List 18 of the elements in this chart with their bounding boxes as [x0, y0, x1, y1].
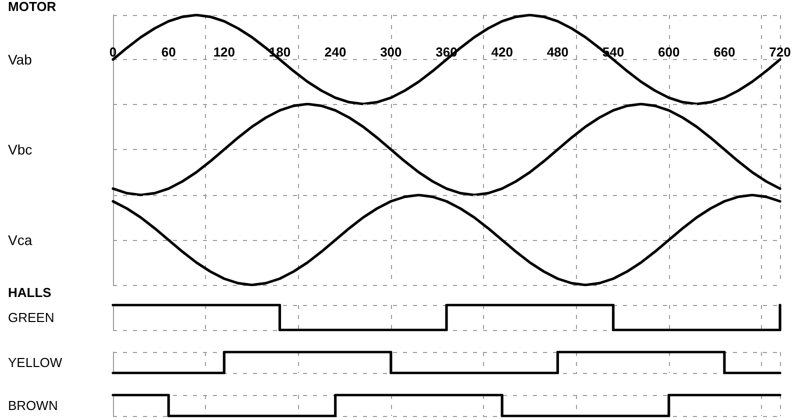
y-axis-title: Vca: [8, 232, 32, 248]
x-tick-label: 240: [324, 44, 346, 60]
y-axis-title: YELLOW: [8, 355, 63, 370]
x-tick-label: 300: [380, 44, 402, 60]
y-axis-title: Vbc: [8, 142, 32, 158]
y-axis-title: GREEN: [8, 310, 54, 325]
x-tick-label: 660: [714, 44, 736, 60]
chart-title: MOTOR: [8, 0, 57, 14]
x-tick-label: 0: [109, 44, 117, 60]
x-tick-label: 720: [769, 44, 791, 60]
x-tick-label: 480: [546, 44, 569, 60]
x-tick-label: 420: [491, 44, 513, 60]
x-tick-label: 120: [213, 44, 236, 60]
x-tick-label: 600: [658, 44, 680, 60]
x-tick-label: 60: [161, 44, 176, 60]
y-axis-title: BROWN: [8, 398, 58, 413]
chart-title: HALLS: [8, 285, 52, 300]
y-axis-title: Vab: [8, 52, 32, 68]
